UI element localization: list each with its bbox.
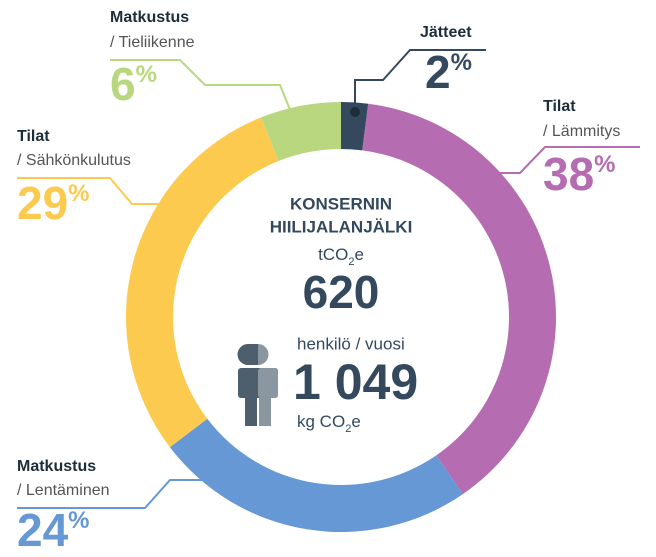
leader-dot — [350, 107, 360, 117]
unit-part: kg CO — [297, 412, 345, 431]
center-title: HIILIJALANJÄLKI — [270, 217, 413, 236]
percent-value: 6 — [110, 58, 136, 110]
leader-dot — [292, 122, 302, 132]
segment-subtitle: / Tieliikenne — [110, 34, 195, 51]
unit-part: e — [351, 412, 360, 431]
leader-line — [110, 59, 298, 128]
leader-dot — [460, 168, 470, 178]
center-title: KONSERNIN — [290, 194, 392, 213]
unit-part: e — [354, 245, 363, 264]
leader-line — [465, 146, 640, 174]
leader-dot — [180, 199, 190, 209]
unit-part: tCO — [318, 245, 348, 264]
segment-title: Tilat — [543, 98, 576, 115]
segment-title: Matkustus — [17, 458, 96, 475]
donut-segment — [125, 117, 279, 448]
donut-segment — [261, 102, 341, 162]
leader-line — [17, 479, 232, 509]
percent-label: 24% — [17, 504, 90, 556]
center-total: 620 — [303, 266, 380, 318]
percent-unit: % — [68, 507, 89, 534]
percent-label: 29% — [17, 177, 90, 229]
segment-title: Jätteet — [420, 24, 472, 41]
percent-unit: % — [451, 49, 472, 76]
percent-unit: % — [136, 61, 157, 88]
segment-subtitle: / Sähkönkulutus — [17, 152, 131, 169]
percent-value: 29 — [17, 177, 68, 229]
percent-unit: % — [68, 180, 89, 207]
donut-segment — [362, 103, 557, 495]
donut-segment — [341, 102, 369, 151]
per-label: henkilö / vuosi — [297, 334, 405, 353]
leader-line — [354, 49, 486, 112]
segment-subtitle: / Lämmitys — [543, 123, 620, 140]
percent-label: 2% — [425, 46, 472, 98]
per-value: 1 049 — [293, 354, 418, 410]
percent-label: 38% — [543, 148, 616, 200]
segment-title: Tilat — [17, 128, 50, 145]
labels: Jätteet 2% Tilat / Lämmitys 38% Matkustus / Le… — [17, 9, 640, 556]
center-unit: kg CO2e — [297, 412, 361, 434]
person-icon — [237, 344, 278, 426]
segment-subtitle: / Lentäminen — [17, 482, 110, 499]
unit-sub: 2 — [348, 256, 354, 268]
leader-line — [17, 177, 185, 205]
center-unit: tCO2e — [318, 245, 364, 267]
percent-unit: % — [594, 151, 615, 178]
percent-value: 38 — [543, 148, 594, 200]
ring — [125, 102, 557, 533]
leader-dot — [227, 475, 237, 485]
unit-sub: 2 — [345, 423, 351, 435]
percent-value: 24 — [17, 504, 69, 556]
percent-label: 6% — [110, 58, 157, 110]
donut-segment — [169, 418, 463, 533]
percent-value: 2 — [425, 46, 451, 98]
segment-title: Matkustus — [110, 9, 189, 26]
